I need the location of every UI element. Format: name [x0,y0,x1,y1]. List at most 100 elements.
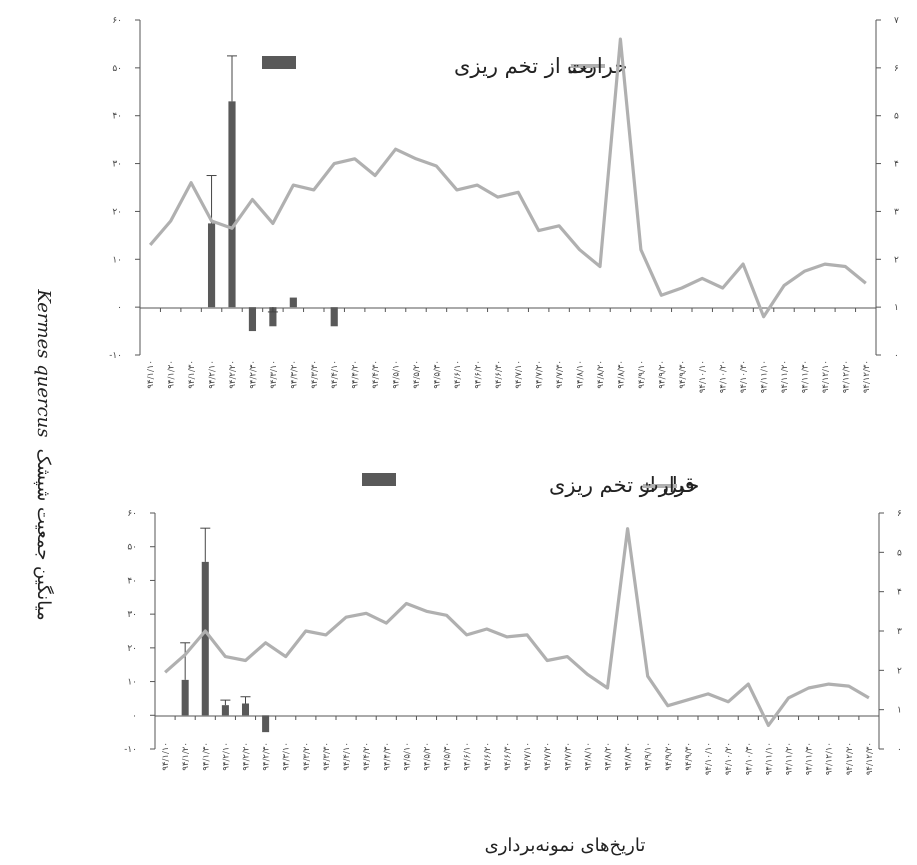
x-tick-label: ۹۴/۱۱/۳۰ [805,742,815,775]
left-y-tick-label: ۶۰ [127,509,137,519]
right-y-tick-label: ۳ [897,627,902,637]
x-tick-label: ۹۴/۵/۲۰ [423,742,433,771]
x-tick-label: ۹۴/۹/۲۰ [657,360,667,389]
x-tick-label: ۹۴/۸/۲۰ [604,742,614,771]
y-axis-title: Kermes quercus میانگین جمعیت شپشک [33,288,55,620]
legend-label-line: حرارت [639,473,699,498]
x-tick-label: ۹۴/۷/۱۰ [523,742,533,771]
x-tick-label: ۹۴/۲/۱۰ [221,742,231,771]
x-tick-label: ۹۴/۱/۱۰ [146,360,156,389]
right-y-tick-label: ۳ [894,207,899,217]
x-tick-label: ۹۴/۷/۲۰ [535,360,545,389]
x-tick-label: ۹۴/۱/۳۰ [187,360,197,389]
left-y-tick-label: ۲۰ [127,644,137,654]
x-axis-title: تاریخ‌های نمونه‌برداری [485,835,646,856]
x-tick-label: ۹۴/۵/۱۰ [402,742,412,771]
right-y-tick-label: ۶ [894,64,899,74]
right-y-tick-label: ۱ [897,706,902,716]
x-tick-label: ۹۴/۶/۱۰ [453,360,463,389]
x-tick-label: ۹۴/۱۰/۳۰ [739,360,749,393]
x-tick-label: ۹۴/۱۲/۳۰ [865,742,875,775]
left-y-tick-label: ۴۰ [127,576,137,586]
right-y-tick-label: ۲ [897,666,902,676]
right-y-tick-label: ۰ [894,351,899,361]
x-tick-label: ۹۴/۴/۱۰ [342,742,352,771]
x-tick-label: ۹۴/۱۱/۱۰ [764,742,774,775]
x-tick-label: ۹۴/۱۰/۲۰ [724,742,734,775]
legend-swatch-bar [362,473,396,486]
x-tick-label: ۹۴/۱/۲۰ [167,360,177,389]
left-y-tick-label: ۲۰ [112,207,122,217]
bar [330,307,338,327]
right-y-tick-label: ۰ [897,745,902,755]
x-tick-label: ۹۴/۳/۲۰ [302,742,312,771]
x-tick-label: ۹۴/۷/۱۰ [514,360,524,389]
chart-after-oviposition: بعد از تخم ریزی حرارت -۱۰۰۱۰۲۰۳۰۴۰۵۰۶۰۰۱… [109,16,899,393]
x-tick-label: ۹۴/۳/۳۰ [310,360,320,389]
left-y-tick-label: ۰ [117,303,122,313]
x-tick-label: ۹۴/۴/۳۰ [371,360,381,389]
x-tick-label: ۹۴/۱۰/۲۰ [719,360,729,393]
bar [241,703,250,716]
x-tick-label: ۹۴/۱۲/۲۰ [841,360,851,393]
left-y-tick-label: ۱۰ [127,678,137,688]
x-tick-label: ۹۴/۶/۳۰ [503,742,513,771]
left-y-tick-label: ۳۰ [112,160,122,170]
y-axis-title-species: Kermes quercus [33,288,54,437]
x-tick-label: ۹۴/۱۱/۲۰ [785,742,795,775]
x-tick-label: ۹۴/۱۱/۲۰ [780,360,790,393]
x-tick-label: ۹۴/۱/۳۰ [201,742,211,771]
right-y-tick-label: ۵ [897,548,902,558]
right-y-tick-label: ۴ [897,588,902,598]
x-tick-label: ۹۴/۱۰/۱۰ [698,360,708,393]
y-axis-title-text: میانگین جمعیت شپشک [33,449,55,621]
left-y-tick-label: ۶۰ [112,16,122,26]
left-y-tick-label: ۵۰ [112,64,122,74]
x-tick-label: ۹۴/۸/۳۰ [624,742,634,771]
bar [181,679,189,716]
x-tick-label: ۹۴/۲/۳۰ [248,360,258,389]
legend-label-bar: بعد از تخم ریزی [454,54,594,79]
left-y-tick-label: -۱۰ [109,351,122,361]
temperature-line [148,37,867,319]
bar [221,705,229,716]
x-tick-label: ۹۴/۱۲/۲۰ [845,742,855,775]
bar [289,297,297,308]
x-tick-label: ۹۴/۵/۳۰ [443,742,453,771]
x-tick-label: ۹۴/۸/۳۰ [616,360,626,389]
x-tick-label: ۹۴/۶/۲۰ [473,360,483,389]
x-tick-label: ۹۴/۶/۳۰ [494,360,504,389]
temperature-line [164,527,870,728]
x-tick-label: ۹۴/۱۰/۱۰ [704,742,714,775]
x-tick-label: ۹۴/۴/۳۰ [382,742,392,771]
x-tick-label: ۹۴/۹/۱۰ [637,360,647,389]
x-tick-label: ۹۴/۹/۳۰ [678,360,688,389]
x-tick-label: ۹۴/۱۱/۳۰ [800,360,810,393]
x-tick-label: ۹۴/۲/۱۰ [208,360,218,389]
x-tick-label: ۹۴/۱۲/۳۰ [862,360,872,393]
chart-before-oviposition: قبل از تخم ریزی حرارت -۱۰۰۱۰۲۰۳۰۴۰۵۰۶۰۰۱… [124,473,902,775]
x-tick-label: ۹۴/۵/۱۰ [392,360,402,389]
x-tick-label: ۹۴/۹/۲۰ [664,742,674,771]
bar [201,561,209,716]
x-tick-label: ۹۴/۳/۳۰ [322,742,332,771]
x-tick-label: ۹۴/۴/۱۰ [330,360,340,389]
left-y-tick-label: ۴۰ [112,112,122,122]
svg-text:Kermes quercus میانگین ج: Kermes quercus میانگین جمعیت شپشک [33,288,55,620]
x-tick-label: ۹۴/۷/۳۰ [555,360,565,389]
x-tick-label: ۹۴/۷/۲۰ [543,742,553,771]
x-tick-label: ۹۴/۹/۱۰ [644,742,654,771]
x-tick-label: ۹۴/۸/۲۰ [596,360,606,389]
x-tick-label: ۹۴/۷/۳۰ [563,742,573,771]
x-tick-label: ۹۴/۱۲/۱۰ [821,360,831,393]
x-tick-label: ۹۴/۴/۲۰ [362,742,372,771]
x-tick-label: ۹۴/۲/۲۰ [242,742,252,771]
left-y-tick-label: ۳۰ [127,610,137,620]
x-tick-label: ۹۴/۵/۲۰ [412,360,422,389]
x-tick-label: ۹۴/۲/۳۰ [262,742,272,771]
left-y-tick-label: ۱۰ [112,255,122,265]
x-tick-label: ۹۴/۶/۲۰ [483,742,493,771]
left-y-tick-label: ۰ [132,711,137,721]
x-tick-label: ۹۴/۵/۳۰ [432,360,442,389]
